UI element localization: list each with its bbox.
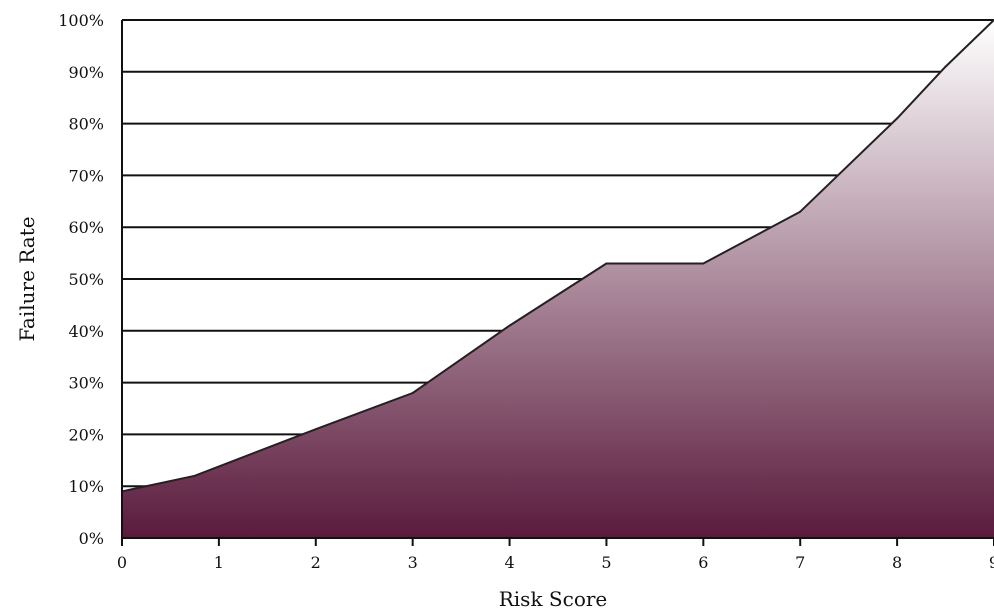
y-tick-label: 70% [68, 166, 104, 185]
x-tick-labels: 0 1 2 3 4 5 6 7 8 9 [117, 553, 994, 572]
axes [121, 20, 994, 546]
y-tick-label: 20% [68, 425, 104, 444]
y-tick-label: 60% [68, 218, 104, 237]
y-tick-label: 80% [68, 115, 104, 134]
data-point [702, 262, 705, 265]
y-axis-title: Failure Rate [15, 216, 39, 341]
y-tick-label: 100% [58, 11, 104, 30]
x-tick-label: 1 [214, 553, 224, 572]
x-tick-label: 5 [601, 553, 611, 572]
y-tick-label: 40% [68, 322, 104, 341]
y-tick-label: 0% [79, 529, 104, 548]
x-tick-label: 3 [408, 553, 418, 572]
x-tick-label: 2 [311, 553, 321, 572]
data-point [508, 324, 511, 327]
x-tick-label: 9 [989, 553, 994, 572]
data-point [314, 428, 317, 431]
x-tick-label: 6 [698, 553, 708, 572]
x-axis-title: Risk Score [499, 587, 608, 611]
data-point [193, 474, 196, 477]
data-point [896, 117, 899, 120]
data-point [605, 262, 608, 265]
data-point [799, 210, 802, 213]
x-tick-label: 7 [795, 553, 805, 572]
data-point [411, 391, 414, 394]
x-tick-label: 8 [892, 553, 902, 572]
area-fill [122, 20, 994, 538]
y-tick-label: 90% [68, 63, 104, 82]
x-tick-label: 4 [504, 553, 514, 572]
y-tick-labels: 0% 10% 20% 30% 40% 50% 60% 70% 80% 90% 100% [58, 11, 104, 548]
y-tick-label: 30% [68, 374, 104, 393]
y-tick-label: 50% [68, 270, 104, 289]
data-point [944, 65, 947, 68]
y-tick-label: 10% [68, 477, 104, 496]
x-tick-label: 0 [117, 553, 127, 572]
